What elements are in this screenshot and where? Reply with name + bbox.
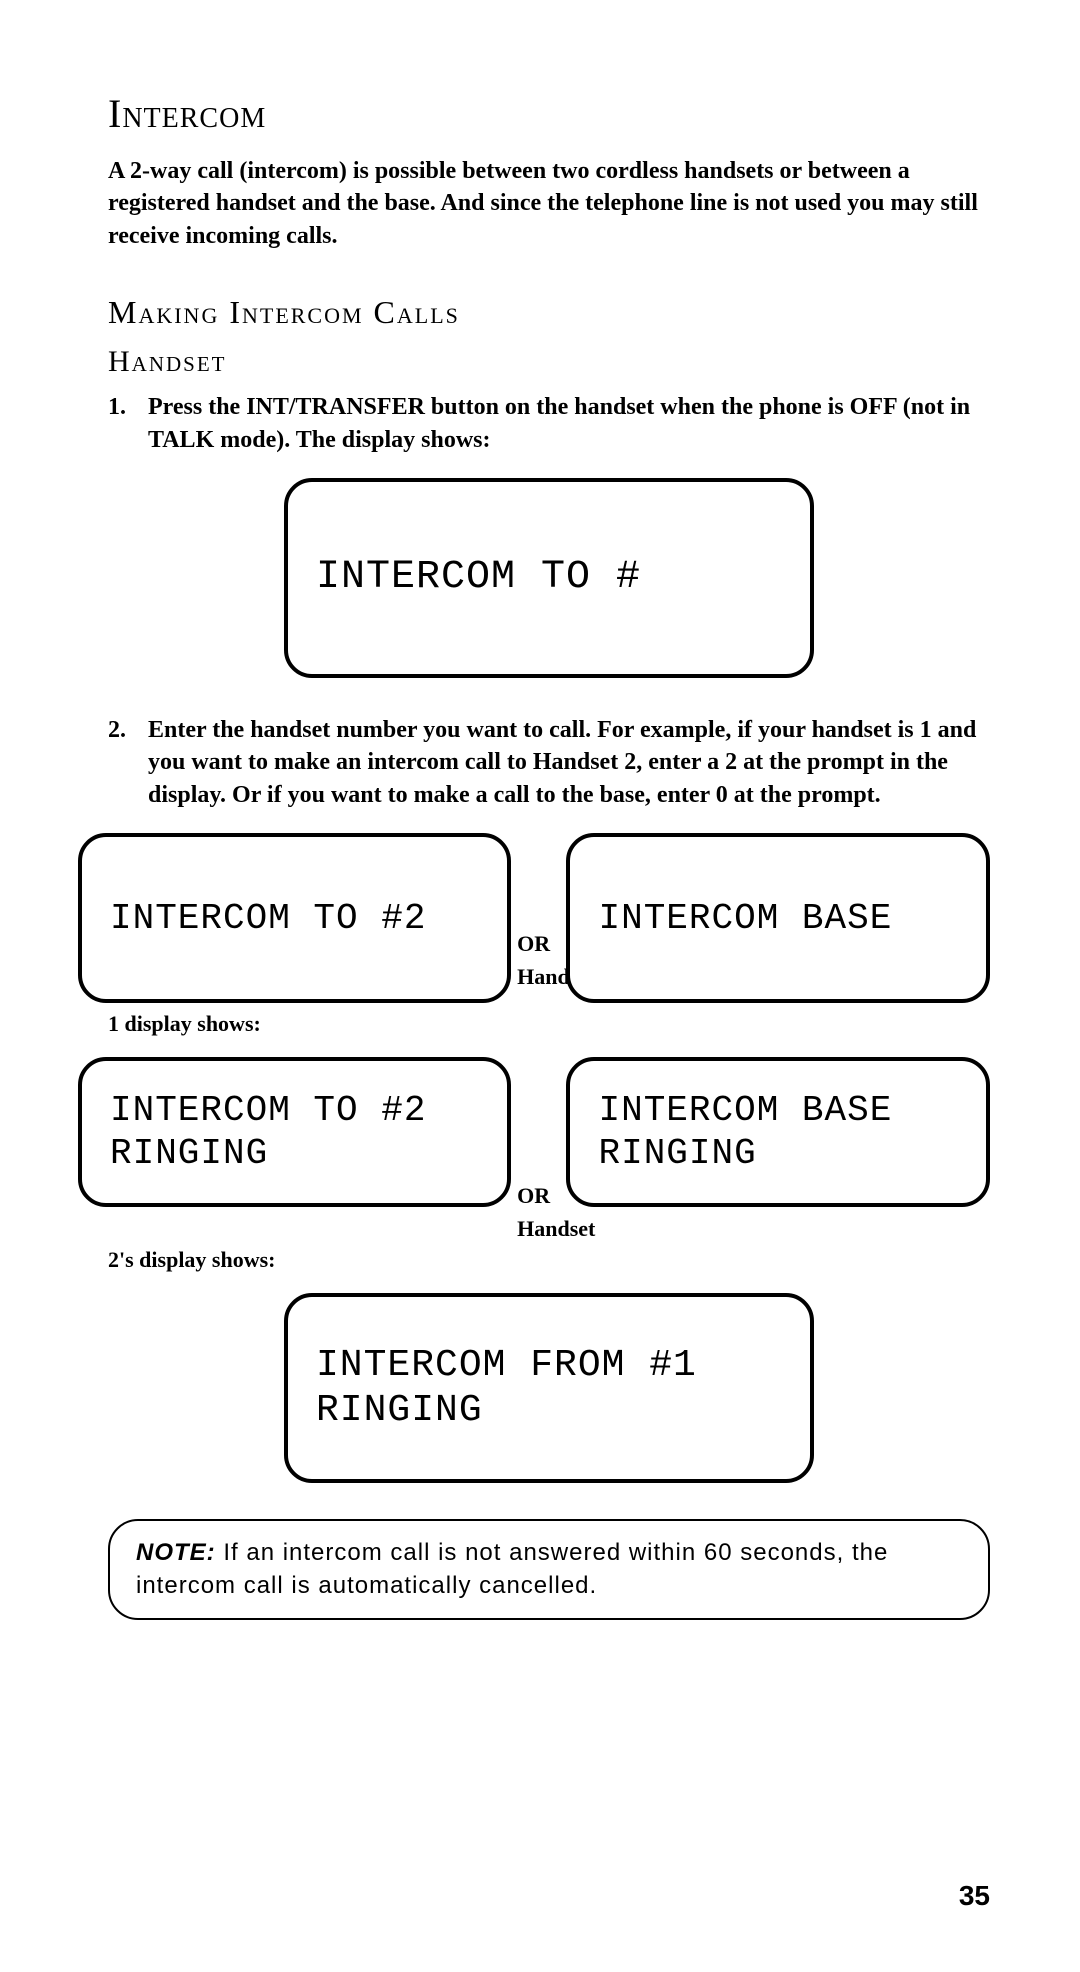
page-number: 35 [959,1880,990,1912]
page-title: Intercom [108,90,990,137]
step-2-text: Enter the handset number you want to cal… [148,717,976,808]
handset-text: Handset [517,1212,626,1245]
note-text: If an intercom call is not answered with… [136,1539,888,1598]
step-1: 1. Press the INT/TRANSFER button on the … [108,391,990,456]
title-text: Intercom [108,91,266,136]
lcd-1-line: INTERCOM TO # [316,554,810,602]
lcd-line-1: INTERCOM FROM #1 [316,1343,810,1389]
lcd-intercom-base: INTERCOM BASE [566,833,990,1003]
caption-2: 2's display shows: [108,1247,990,1273]
lcd-intercom-to-2-ringing: INTERCOM TO #2 RINGING [78,1057,511,1207]
lcd-intercom-base-ringing: INTERCOM BASE RINGING [566,1057,990,1207]
note-box: NOTE: If an intercom call is not answere… [108,1519,990,1620]
step-2-number: 2. [108,714,126,746]
lcd-line-2: RINGING [316,1388,810,1434]
step-1-number: 1. [108,391,126,423]
lcd-intercom-from-1: INTERCOM FROM #1 RINGING [284,1293,814,1483]
step-2: 2. Enter the handset number you want to … [108,714,990,811]
caption-1: 1 display shows: [108,1011,990,1037]
step-1-text: Press the INT/TRANSFER button on the han… [148,394,970,452]
subsection-heading: Handset [108,345,990,379]
section-heading: Making Intercom Calls [108,294,990,331]
lcd-display-1: INTERCOM TO # [284,478,814,678]
lcd-line: INTERCOM BASE [598,897,986,940]
or-handset-label-2: OR Handset [511,1179,626,1245]
or-text: OR [517,1179,626,1212]
lcd-line-1: INTERCOM BASE [598,1089,986,1132]
lcd-line: INTERCOM TO #2 [110,897,507,940]
intro-paragraph: A 2-way call (intercom) is possible betw… [108,155,990,252]
lcd-row-2: INTERCOM TO #2 RINGING OR Handset INTERC… [78,1057,990,1207]
lcd-intercom-to-2: INTERCOM TO #2 [78,833,511,1003]
lcd-line-1: INTERCOM TO #2 [110,1089,507,1132]
lcd-line-2: RINGING [598,1132,986,1175]
note-label: NOTE: [136,1539,216,1566]
lcd-row-1: INTERCOM TO #2 OR Handset INTERCOM BASE [78,833,990,1003]
lcd-line-2: RINGING [110,1132,507,1175]
